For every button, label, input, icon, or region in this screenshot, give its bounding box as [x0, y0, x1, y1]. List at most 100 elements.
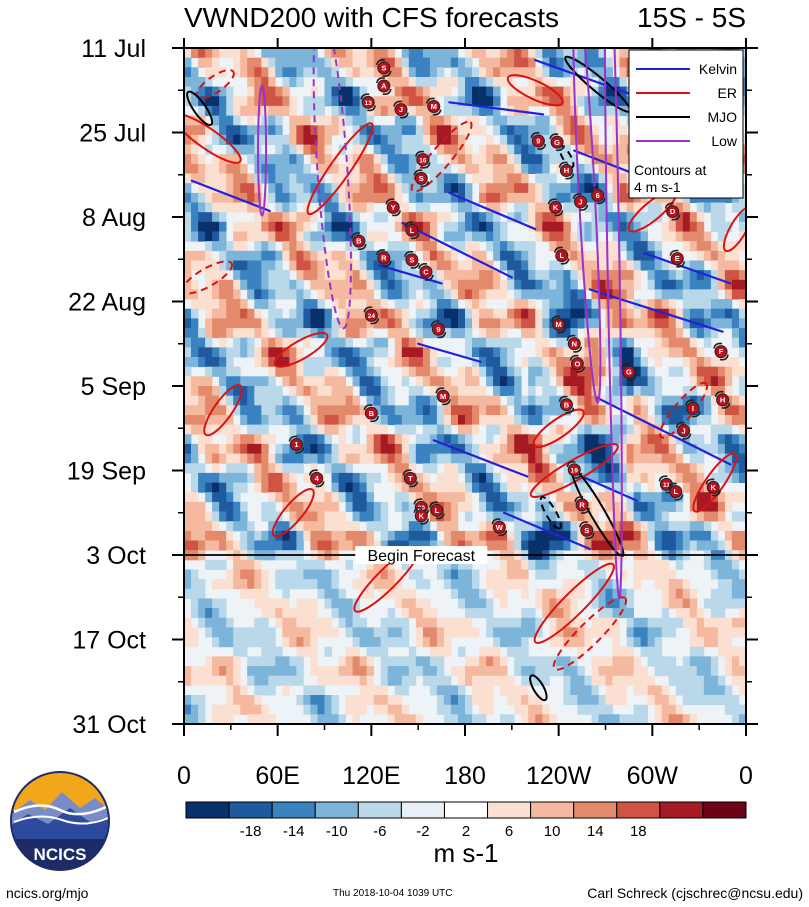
field-cell: [359, 134, 367, 145]
storm-label: 9: [536, 137, 540, 146]
field-cell: [696, 395, 705, 406]
field-cell: [401, 675, 410, 686]
field-cell: [387, 357, 396, 368]
field-cell: [345, 501, 353, 512]
field-cell: [436, 115, 445, 126]
field-cell: [212, 675, 220, 686]
field-cell: [654, 337, 663, 348]
field-cell: [724, 453, 733, 464]
field-cell: [436, 482, 445, 493]
field-cell: [479, 347, 487, 358]
storm-swirl: [413, 169, 430, 188]
field-cell: [275, 231, 283, 242]
field-cell: [633, 569, 641, 580]
field-cell: [563, 48, 571, 59]
field-cell: [436, 443, 445, 454]
field-cell: [331, 212, 339, 223]
field-cell: [415, 328, 424, 339]
field-cell: [296, 154, 304, 165]
field-cell: [275, 366, 283, 377]
field-cell: [331, 704, 339, 715]
field-cell: [661, 260, 670, 271]
field-cell: [247, 666, 255, 677]
field-cell: [324, 48, 332, 59]
field-cell: [640, 675, 648, 686]
field-cell: [289, 308, 297, 319]
field-cell: [514, 192, 522, 203]
storm-marker: G: [549, 133, 565, 152]
field-cell: [317, 685, 325, 696]
field-cell: [415, 569, 424, 580]
field-cell: [408, 144, 417, 155]
storm-swirl: [360, 93, 377, 112]
field-cell: [191, 511, 199, 522]
field-cell: [507, 569, 515, 580]
field-cell: [654, 617, 663, 628]
field-cell: [450, 105, 459, 116]
field-cell: [247, 144, 255, 155]
field-cell: [338, 666, 346, 677]
field-cell: [317, 559, 325, 570]
field-cell: [191, 482, 199, 493]
field-cell: [296, 656, 304, 667]
field-cell: [317, 154, 325, 165]
field-cell: [647, 366, 655, 377]
field-cell: [633, 540, 641, 551]
field-cell: [542, 376, 550, 387]
field-cell: [268, 714, 276, 724]
field-cell: [591, 279, 599, 290]
field-cell: [247, 57, 255, 68]
field-cell: [359, 241, 367, 252]
field-cell: [450, 183, 459, 194]
field-cell: [408, 279, 417, 290]
field-cell: [184, 125, 192, 136]
field-cell: [507, 241, 515, 252]
field-cell: [254, 192, 262, 203]
field-cell: [401, 521, 410, 532]
field-cell: [401, 501, 410, 512]
field-cell: [521, 424, 529, 435]
field-cell: [647, 482, 655, 493]
field-cell: [282, 134, 290, 145]
field-cell: [612, 250, 620, 261]
field-cell: [724, 270, 733, 281]
field-cell: [212, 559, 220, 570]
storm-dot: [559, 164, 573, 178]
field-cell: [191, 627, 199, 638]
field-cell: [584, 347, 592, 358]
field-cell: [528, 48, 536, 59]
field-cell: [500, 279, 508, 290]
field-cell: [394, 299, 403, 310]
field-cell: [429, 617, 438, 628]
field-cell: [184, 357, 192, 368]
field-cell: [331, 569, 339, 580]
field-cell: [654, 395, 663, 406]
field-cell: [570, 443, 578, 454]
field-cell: [626, 260, 634, 271]
field-cell: [584, 395, 592, 406]
field-cell: [739, 492, 746, 503]
field-cell: [521, 405, 529, 416]
field-cell: [317, 579, 325, 590]
field-cell: [731, 366, 740, 377]
field-cell: [282, 656, 290, 667]
field-cell: [429, 347, 438, 358]
field-cell: [542, 608, 550, 619]
field-cell: [352, 212, 360, 223]
field-cell: [282, 443, 290, 454]
storm-swirl: [553, 246, 570, 265]
field-cell: [443, 376, 452, 387]
field-cell: [486, 492, 494, 503]
field-cell: [394, 530, 403, 541]
field-cell: [689, 540, 698, 551]
field-cell: [282, 86, 290, 97]
field-cell: [366, 540, 374, 551]
field-cell: [577, 337, 585, 348]
field-cell: [731, 318, 740, 329]
field-cell: [240, 105, 248, 116]
footer-source-url[interactable]: ncics.org/mjo: [6, 885, 89, 901]
field-cell: [394, 415, 403, 426]
field-cell: [268, 125, 276, 136]
field-cell: [514, 241, 522, 252]
field-cell: [380, 646, 389, 657]
